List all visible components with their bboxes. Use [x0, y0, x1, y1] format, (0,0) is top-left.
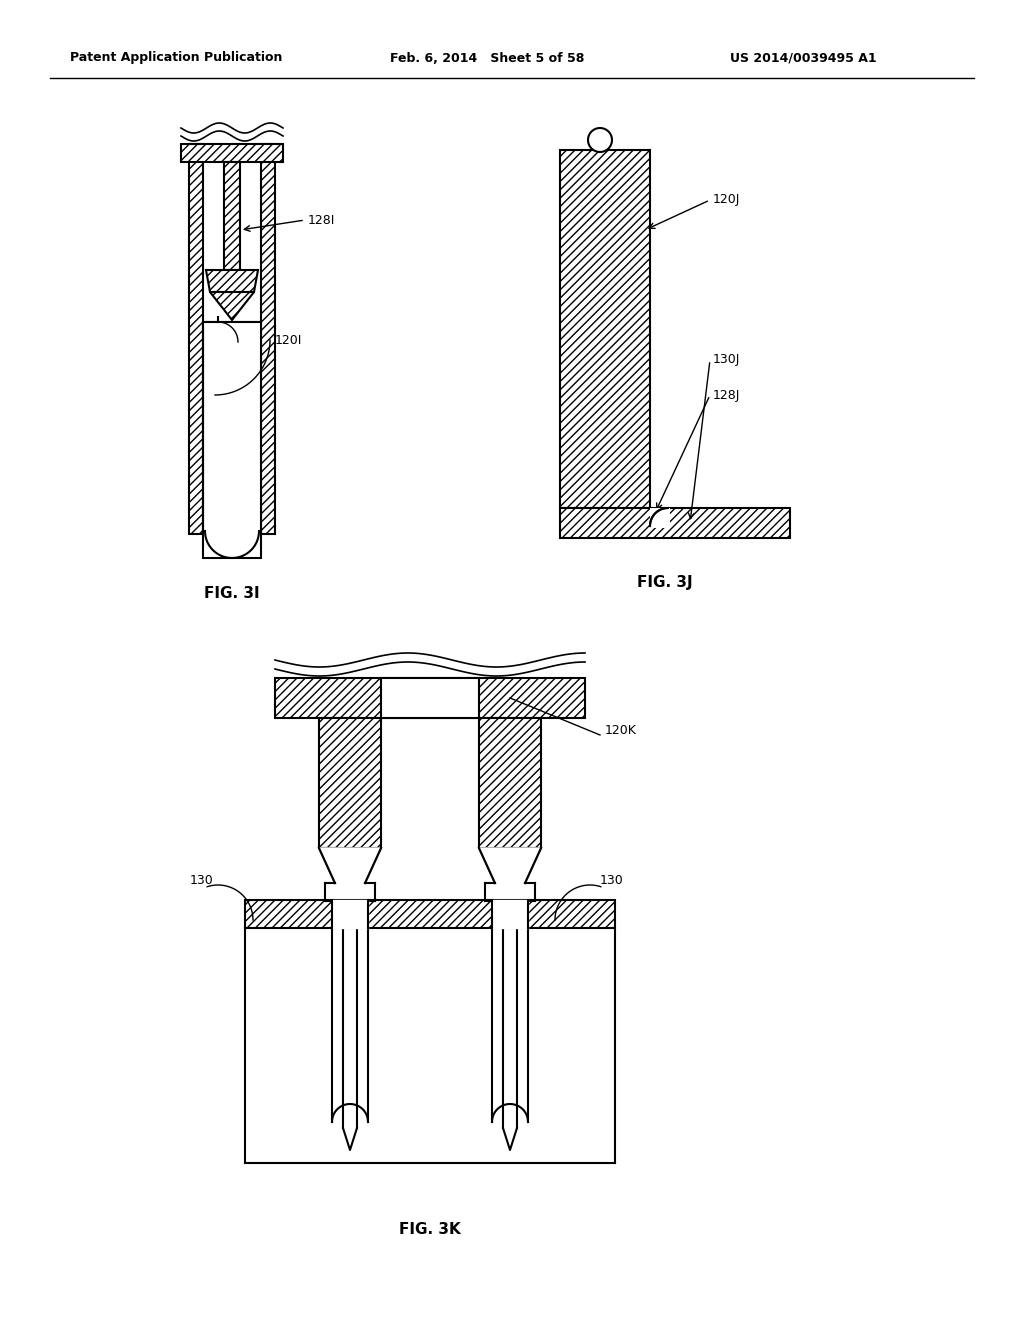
Text: 130: 130	[600, 874, 624, 887]
Polygon shape	[206, 271, 258, 292]
Bar	[245, 900, 615, 928]
Bar	[261, 144, 275, 535]
Text: 128I: 128I	[308, 214, 336, 227]
Polygon shape	[332, 900, 368, 928]
Text: 120J: 120J	[713, 194, 740, 206]
Text: FIG. 3I: FIG. 3I	[204, 586, 260, 601]
Text: Feb. 6, 2014   Sheet 5 of 58: Feb. 6, 2014 Sheet 5 of 58	[390, 51, 585, 65]
Text: 130J: 130J	[713, 354, 740, 367]
Text: US 2014/0039495 A1: US 2014/0039495 A1	[730, 51, 877, 65]
Circle shape	[588, 128, 612, 152]
Polygon shape	[210, 292, 254, 319]
Bar	[189, 144, 203, 535]
Polygon shape	[492, 900, 528, 928]
Text: 130: 130	[190, 874, 214, 887]
Bar	[560, 508, 790, 539]
Polygon shape	[479, 847, 541, 883]
Bar	[181, 144, 283, 162]
Bar	[650, 508, 670, 528]
Bar	[319, 718, 381, 847]
Bar	[381, 678, 479, 718]
Text: 120K: 120K	[605, 723, 637, 737]
Text: FIG. 3K: FIG. 3K	[399, 1222, 461, 1238]
Text: FIG. 3J: FIG. 3J	[637, 576, 693, 590]
Bar	[560, 150, 650, 508]
Bar	[224, 162, 240, 271]
Bar	[275, 678, 585, 718]
Polygon shape	[319, 847, 381, 883]
Bar	[479, 718, 541, 847]
Text: 128J: 128J	[713, 388, 740, 401]
Text: 120I: 120I	[275, 334, 302, 346]
Bar	[203, 322, 261, 558]
Text: Patent Application Publication: Patent Application Publication	[70, 51, 283, 65]
